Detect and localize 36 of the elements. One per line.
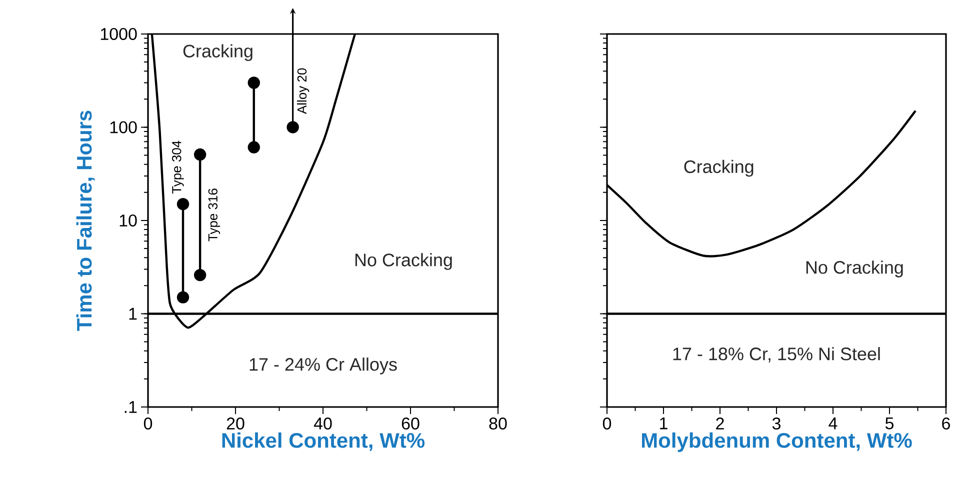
x-axis-title: Molybdenum Content, Wt% <box>642 432 912 452</box>
annotation: 17 - 24% Cr Alloys <box>250 358 397 374</box>
x-tick-label: 5 <box>885 417 894 430</box>
y-tick-label: 1 <box>129 308 137 320</box>
point <box>248 141 260 154</box>
point <box>176 291 190 304</box>
x-tick-label: 3 <box>772 417 780 430</box>
y-axis-title: Time to Failure, Hours <box>76 110 95 331</box>
x-tick-label: 1 <box>660 417 668 430</box>
point <box>194 268 206 282</box>
legend-label: Type 304 <box>172 140 184 194</box>
x-tick-label: 0 <box>602 417 612 430</box>
point <box>248 76 260 89</box>
annotation: 17 - 18% Cr, 15% Ni Steel <box>673 347 880 362</box>
annotation: No Cracking <box>806 260 903 278</box>
y-tick-label: 10 <box>120 214 137 227</box>
point <box>176 198 190 210</box>
text: Alloy 20 <box>297 68 310 114</box>
y-tick-label: .1 <box>124 401 137 413</box>
annotation: No Cracking <box>355 253 452 270</box>
x-tick-label: 80 <box>489 417 507 430</box>
text: Type 316 <box>208 188 220 242</box>
x-tick-label: 60 <box>402 417 420 430</box>
annotation: Cracking <box>684 160 754 177</box>
annotation: Cracking <box>183 44 252 62</box>
x-tick-label: 40 <box>314 417 332 430</box>
x-tick-label: 0 <box>144 417 152 430</box>
x-tick-label: 20 <box>226 417 244 430</box>
y-tick-label: 1000 <box>100 28 137 40</box>
x-axis-title: Nickel Content, Wt% <box>222 432 425 451</box>
x-tick-label: 4 <box>828 417 838 430</box>
point <box>194 148 206 161</box>
point <box>286 121 299 134</box>
y-tick-label: 100 <box>110 121 137 134</box>
x-tick-label: 6 <box>942 417 950 430</box>
x-tick-label: 2 <box>716 417 724 430</box>
